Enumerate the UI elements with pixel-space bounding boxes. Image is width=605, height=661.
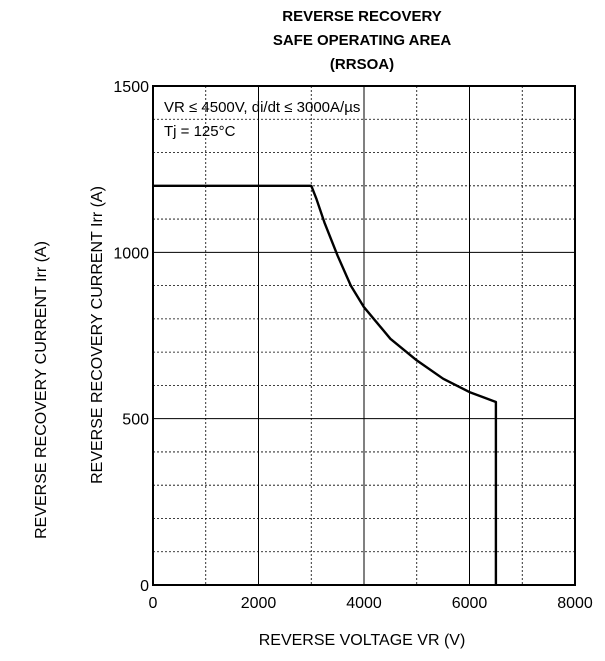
plot-frame [152,85,576,586]
plot-series [153,184,498,585]
chart-title-line-3: (RRSOA) [330,56,394,73]
y-axis-label-outer: REVERSE RECOVERY CURRENT Irr (A) [33,241,50,539]
x-tick-label: 6000 [452,595,488,612]
y-tick-label: 1000 [113,245,149,262]
x-tick-labels: 0 2000 4000 6000 8000 [149,595,593,612]
chart-title-line-1: REVERSE RECOVERY [282,8,442,25]
y-tick-labels: 0 500 1000 1500 [113,79,149,595]
grid [153,86,575,585]
y-tick-label: 0 [140,578,149,595]
chart-title-line-2: SAFE OPERATING AREA [273,32,452,49]
x-tick-label: 2000 [241,595,277,612]
x-tick-label: 0 [149,595,158,612]
y-tick-label: 1500 [113,79,149,96]
rrsoa-boundary-line [153,184,498,585]
y-tick-label: 500 [122,412,149,429]
condition-annotation-tj: Tj = 125°C [164,123,236,140]
x-tick-label: 4000 [346,595,382,612]
condition-annotation-vr: VR ≤ 4500V, di/dt ≤ 3000A/µs [164,99,360,116]
x-axis-label: REVERSE VOLTAGE VR (V) [259,632,466,649]
x-tick-label: 8000 [557,595,593,612]
y-axis-label: REVERSE RECOVERY CURRENT Irr (A) [89,186,106,484]
